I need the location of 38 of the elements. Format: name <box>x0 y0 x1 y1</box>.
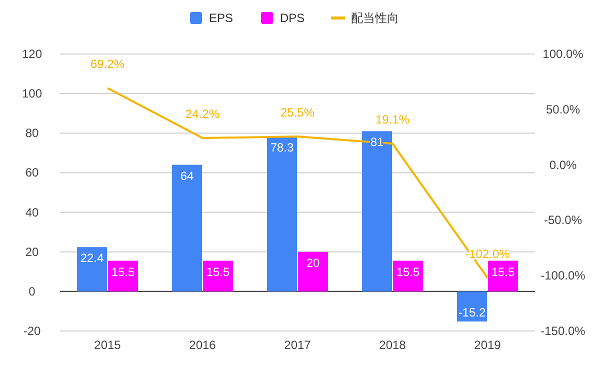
x-tick-label: 2017 <box>284 338 312 352</box>
data-label: 78.3 <box>270 140 294 155</box>
legend-label: EPS <box>209 11 234 25</box>
data-label: 15.5 <box>111 264 135 279</box>
data-label: 24.2% <box>185 106 220 121</box>
y-tick-label: 20 <box>25 244 39 259</box>
y2-tick-label: 0.0% <box>549 158 577 172</box>
x-tick-label: 2018 <box>379 338 406 352</box>
y2-tick-label: 50.0% <box>546 102 580 116</box>
y2-tick-label: -100.0% <box>540 268 586 283</box>
y-tick-label: 100 <box>22 86 42 101</box>
y2-tick-label: -50.0% <box>544 213 582 228</box>
data-label: 69.2% <box>90 57 125 72</box>
y-tick-label: 60 <box>25 166 39 180</box>
data-label: 19.1% <box>375 112 410 127</box>
data-label: 25.5% <box>280 106 315 120</box>
bar <box>362 131 392 292</box>
x-tick-label: 2016 <box>189 338 216 352</box>
y-tick-label: 0 <box>28 284 36 298</box>
y-tick-label: 40 <box>25 205 39 220</box>
y-tick-label: -20 <box>23 324 41 338</box>
legend-label: DPS <box>280 11 305 25</box>
data-label: 22.4 <box>80 251 104 266</box>
data-label: 20 <box>306 256 320 270</box>
data-label: -15.2 <box>458 306 486 320</box>
x-tick-label: 2015 <box>94 338 122 352</box>
y2-tick-label: 100.0% <box>542 47 584 61</box>
legend-label: 配当性向 <box>351 11 399 25</box>
data-label: 15.5 <box>206 264 230 279</box>
bar <box>172 164 202 292</box>
x-tick-label: 2019 <box>474 338 502 352</box>
data-label: 15.5 <box>491 264 515 279</box>
y-tick-label: 120 <box>22 47 42 61</box>
data-label: 15.5 <box>396 264 420 279</box>
data-label: 64 <box>180 168 194 183</box>
y-tick-label: 80 <box>25 126 39 140</box>
y2-tick-label: -150.0% <box>540 324 586 338</box>
bar <box>267 136 297 292</box>
